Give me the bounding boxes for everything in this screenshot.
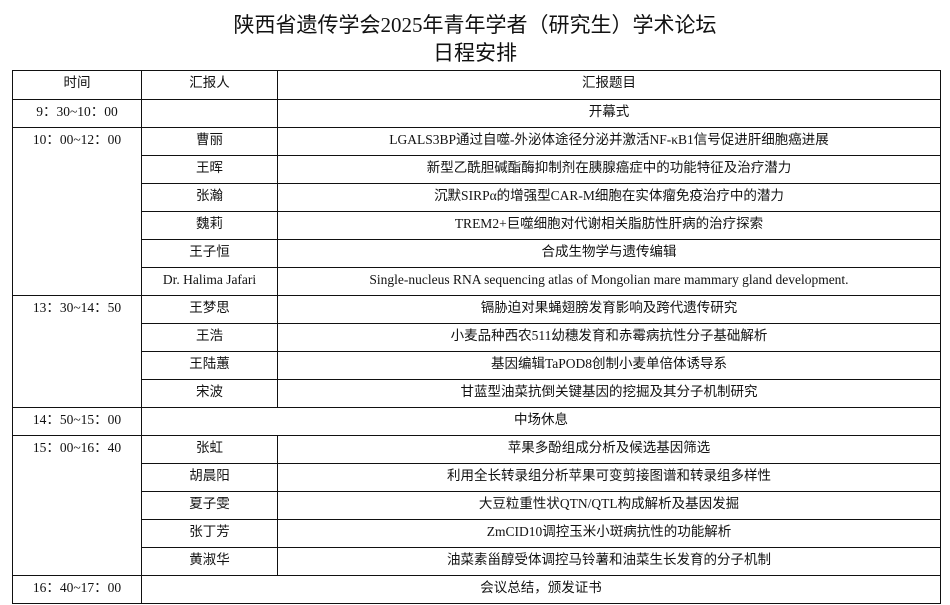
talk-row: Dr. Halima Jafari Single-nucleus RNA sequ…	[13, 267, 941, 296]
speaker-cell: 黄淑华	[141, 547, 278, 576]
title-cell: TREM2+巨噬细胞对代谢相关脂肪性肝病的治疗探索	[277, 211, 941, 240]
title-cell: 会议总结，颁发证书	[141, 575, 941, 604]
speaker-cell: 胡晨阳	[141, 463, 278, 492]
time-cell: 16：40~17：00	[12, 575, 142, 604]
talk-row: 13：30~14：50 王梦思 镉胁迫对果蝇翅膀发育影响及跨代遗传研究	[12, 295, 941, 408]
talk-row: 王子恒 合成生物学与遗传编辑	[13, 239, 941, 268]
speaker-cell: 张虹	[141, 435, 278, 464]
opening-row: 9：30~10：00 开幕式	[12, 99, 941, 128]
title-cell: 沉默SIRPα的增强型CAR-M细胞在实体瘤免疫治疗中的潜力	[277, 183, 941, 212]
speaker-cell: 王子恒	[141, 239, 278, 268]
title-cell: Single-nucleus RNA sequencing atlas of M…	[277, 267, 941, 296]
break-row: 14：50~15：00 中场休息	[12, 407, 941, 436]
speaker-cell: 魏莉	[141, 211, 278, 240]
document-subtitle: 日程安排	[433, 41, 517, 65]
schedule-table: 时间 汇报人 汇报题目 9：30~10：00 开幕式 10：00~12：00 曹丽…	[12, 70, 941, 604]
title-cell: 中场休息	[141, 407, 941, 436]
talk-row: 王浩 小麦品种西农511幼穗发育和赤霉病抗性分子基础解析	[13, 323, 941, 352]
title-cell: ZmCID10调控玉米小斑病抗性的功能解析	[277, 519, 941, 548]
title-cell: 合成生物学与遗传编辑	[277, 239, 941, 268]
speaker-cell: Dr. Halima Jafari	[141, 267, 278, 296]
talk-row: 10：00~12：00 曹丽 LGALS3BP通过自噬-外泌体途径分泌并激活NF-κ…	[12, 127, 941, 296]
speaker-cell: 张丁芳	[141, 519, 278, 548]
header-speaker: 汇报人	[141, 70, 278, 100]
speaker-cell: 夏子雯	[141, 491, 278, 520]
speaker-cell-empty	[141, 99, 278, 128]
time-cell: 9：30~10：00	[12, 99, 142, 128]
speaker-cell: 宋波	[141, 379, 278, 408]
talk-row: 夏子雯 大豆粒重性状QTN/QTL构成解析及基因发掘	[13, 491, 941, 520]
speaker-cell: 王浩	[141, 323, 278, 352]
speaker-cell: 王陆蕙	[141, 351, 278, 380]
title-cell: 大豆粒重性状QTN/QTL构成解析及基因发掘	[277, 491, 941, 520]
title-cell: 苹果多酚组成分析及候选基因筛选	[277, 435, 941, 464]
talk-row: 15：00~16：40 张虹 苹果多酚组成分析及候选基因筛选	[12, 435, 941, 576]
speaker-cell: 王梦思	[141, 295, 278, 324]
title-cell: 基因编辑TaPOD8创制小麦单倍体诱导系	[277, 351, 941, 380]
speaker-cell: 曹丽	[141, 127, 278, 156]
header-row: 时间 汇报人 汇报题目	[12, 70, 941, 100]
header-title: 汇报题目	[277, 70, 941, 100]
document-title: 陕西省遗传学会2025年青年学者（研究生）学术论坛	[233, 13, 717, 37]
speaker-cell: 张瀚	[141, 183, 278, 212]
talk-row: 张瀚 沉默SIRPα的增强型CAR-M细胞在实体瘤免疫治疗中的潜力	[13, 183, 941, 212]
title-cell: LGALS3BP通过自噬-外泌体途径分泌并激活NF-κB1信号促进肝细胞癌进展	[277, 127, 941, 156]
title-cell: 甘蓝型油菜抗倒关键基因的挖掘及其分子机制研究	[277, 379, 941, 408]
title-cell: 新型乙酰胆碱酯酶抑制剂在胰腺癌症中的功能特征及治疗潜力	[277, 155, 941, 184]
talk-row: 王晖 新型乙酰胆碱酯酶抑制剂在胰腺癌症中的功能特征及治疗潜力	[13, 155, 941, 184]
talk-row: 张丁芳 ZmCID10调控玉米小斑病抗性的功能解析	[13, 519, 941, 548]
title-cell: 小麦品种西农511幼穗发育和赤霉病抗性分子基础解析	[277, 323, 941, 352]
header-time: 时间	[12, 70, 142, 100]
talk-row: 魏莉 TREM2+巨噬细胞对代谢相关脂肪性肝病的治疗探索	[13, 211, 941, 240]
title-cell: 油菜素甾醇受体调控马铃薯和油菜生长发育的分子机制	[277, 547, 941, 576]
talk-row: 王陆蕙 基因编辑TaPOD8创制小麦单倍体诱导系	[13, 351, 941, 380]
closing-row: 16：40~17：00 会议总结，颁发证书	[12, 575, 941, 604]
speaker-cell: 王晖	[141, 155, 278, 184]
title-cell: 镉胁迫对果蝇翅膀发育影响及跨代遗传研究	[277, 295, 941, 324]
talk-row: 宋波 甘蓝型油菜抗倒关键基因的挖掘及其分子机制研究	[13, 379, 941, 408]
title-cell: 利用全长转录组分析苹果可变剪接图谱和转录组多样性	[277, 463, 941, 492]
time-cell: 13：30~14：50	[12, 295, 142, 408]
time-cell: 14：50~15：00	[12, 407, 142, 436]
time-cell: 15：00~16：40	[12, 435, 142, 576]
title-cell: 开幕式	[277, 99, 941, 128]
talk-row: 胡晨阳 利用全长转录组分析苹果可变剪接图谱和转录组多样性	[13, 463, 941, 492]
time-cell: 10：00~12：00	[12, 127, 142, 296]
talk-row: 黄淑华 油菜素甾醇受体调控马铃薯和油菜生长发育的分子机制	[13, 547, 941, 576]
